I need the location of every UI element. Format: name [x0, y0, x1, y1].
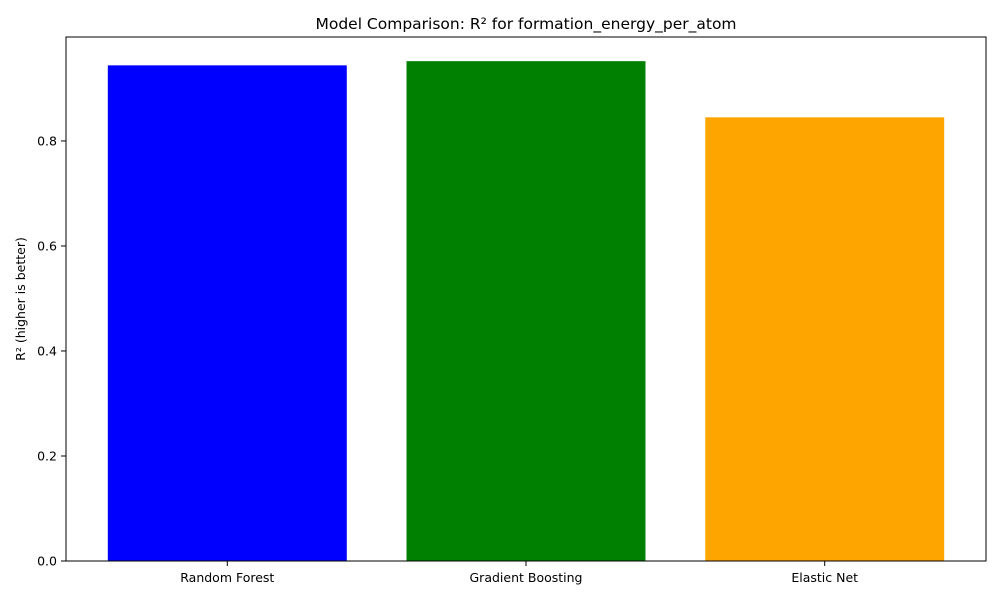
y-tick-label: 0.0 — [37, 554, 57, 569]
y-axis-label: R² (higher is better) — [13, 237, 28, 361]
bar-gradient-boosting — [406, 61, 646, 561]
bar-random-forest — [107, 65, 347, 561]
y-tick-label: 0.4 — [37, 343, 57, 358]
x-tick-label: Gradient Boosting — [470, 570, 583, 585]
y-tick-label: 0.6 — [37, 238, 57, 253]
bar-elastic-net — [705, 117, 945, 561]
x-tick-label: Elastic Net — [791, 570, 858, 585]
y-tick-label: 0.2 — [37, 448, 57, 463]
chart-title: Model Comparison: R² for formation_energ… — [315, 15, 736, 34]
x-tick-label: Random Forest — [180, 570, 274, 585]
bars-group — [107, 61, 945, 561]
y-tick-label: 0.8 — [37, 133, 57, 148]
x-axis-ticks: Random Forest Gradient Boosting Elastic Ne… — [180, 561, 858, 585]
y-axis-ticks: 0.0 0.2 0.4 0.6 0.8 — [37, 133, 66, 569]
